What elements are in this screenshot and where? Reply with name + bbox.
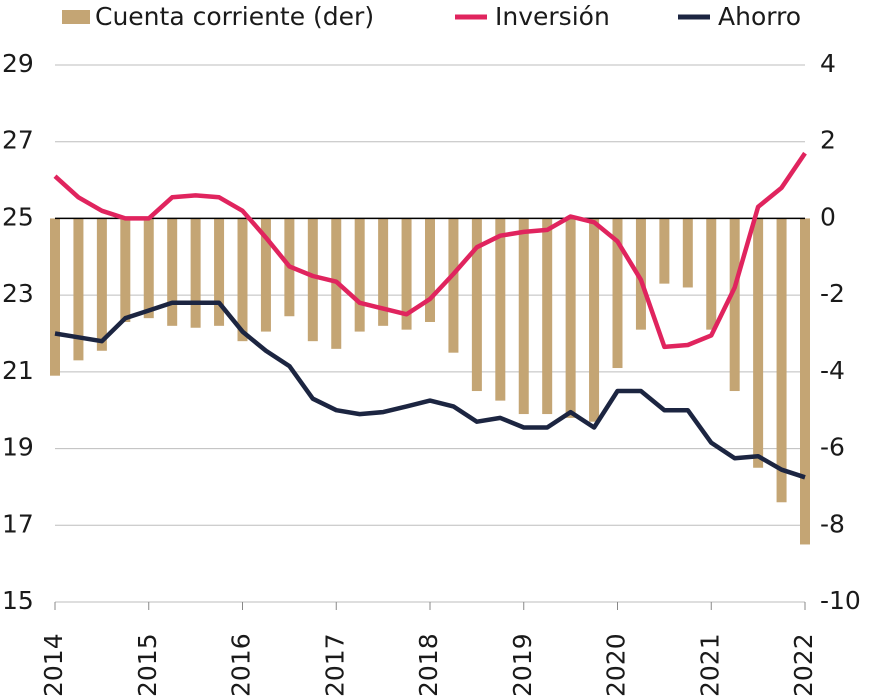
bar (190, 218, 201, 328)
bar (471, 218, 482, 392)
bar (214, 218, 225, 326)
bar (635, 218, 646, 330)
y-tick-label: 29 (2, 49, 34, 78)
bar (659, 218, 670, 284)
y-tick-label: 17 (2, 509, 34, 538)
bar (96, 218, 107, 351)
y2-tick-label: -10 (820, 586, 861, 615)
bar (73, 218, 84, 361)
legend-label: Inversión (495, 2, 610, 31)
x-tick-label: 2016 (227, 633, 256, 697)
bar (800, 218, 810, 545)
bar (237, 218, 248, 342)
bar (143, 218, 154, 319)
y2-tick-label: 2 (820, 126, 836, 155)
y-tick-label: 27 (2, 126, 34, 155)
bar (776, 218, 787, 503)
x-tick-label: 2020 (602, 633, 631, 697)
x-tick-label: 2021 (695, 633, 724, 697)
y2-tick-label: 0 (820, 202, 836, 231)
y2-tick-label: -8 (820, 509, 845, 538)
y2-tick-label: 4 (820, 49, 836, 78)
x-tick-label: 2022 (789, 633, 818, 697)
bar (682, 218, 693, 288)
y-tick-label: 21 (2, 356, 34, 385)
bar (120, 218, 131, 322)
y2-tick-label: -6 (820, 433, 845, 462)
bar (401, 218, 412, 330)
y-tick-label: 15 (2, 586, 34, 615)
x-tick-label: 2018 (414, 633, 443, 697)
y2-tick-label: -2 (820, 279, 845, 308)
bar (518, 218, 529, 415)
y-tick-label: 23 (2, 279, 34, 308)
x-tick-label: 2019 (508, 633, 537, 697)
bar (50, 218, 60, 376)
line (53, 151, 807, 350)
bar (425, 218, 435, 322)
legend-label: Cuenta corriente (der) (95, 2, 374, 31)
bar (378, 218, 389, 326)
bar (565, 218, 576, 418)
line (54, 300, 806, 480)
bar (612, 218, 623, 369)
bar (167, 218, 178, 326)
bar (495, 218, 506, 401)
y-tick-label: 19 (2, 433, 34, 462)
bar (753, 218, 764, 468)
bar (448, 218, 459, 353)
bar (260, 218, 271, 332)
x-tick-label: 2017 (320, 633, 349, 697)
bar (542, 218, 553, 415)
bar (354, 218, 365, 332)
bar (307, 218, 318, 342)
bar (706, 218, 717, 330)
legend-label: Ahorro (718, 2, 801, 31)
legend-swatch (62, 10, 90, 24)
bar (729, 218, 740, 392)
x-tick-label: 2014 (39, 633, 68, 697)
y-tick-label: 25 (2, 202, 34, 231)
x-tick-label: 2015 (133, 633, 162, 697)
y2-tick-label: -4 (820, 356, 845, 385)
bar (589, 218, 600, 422)
